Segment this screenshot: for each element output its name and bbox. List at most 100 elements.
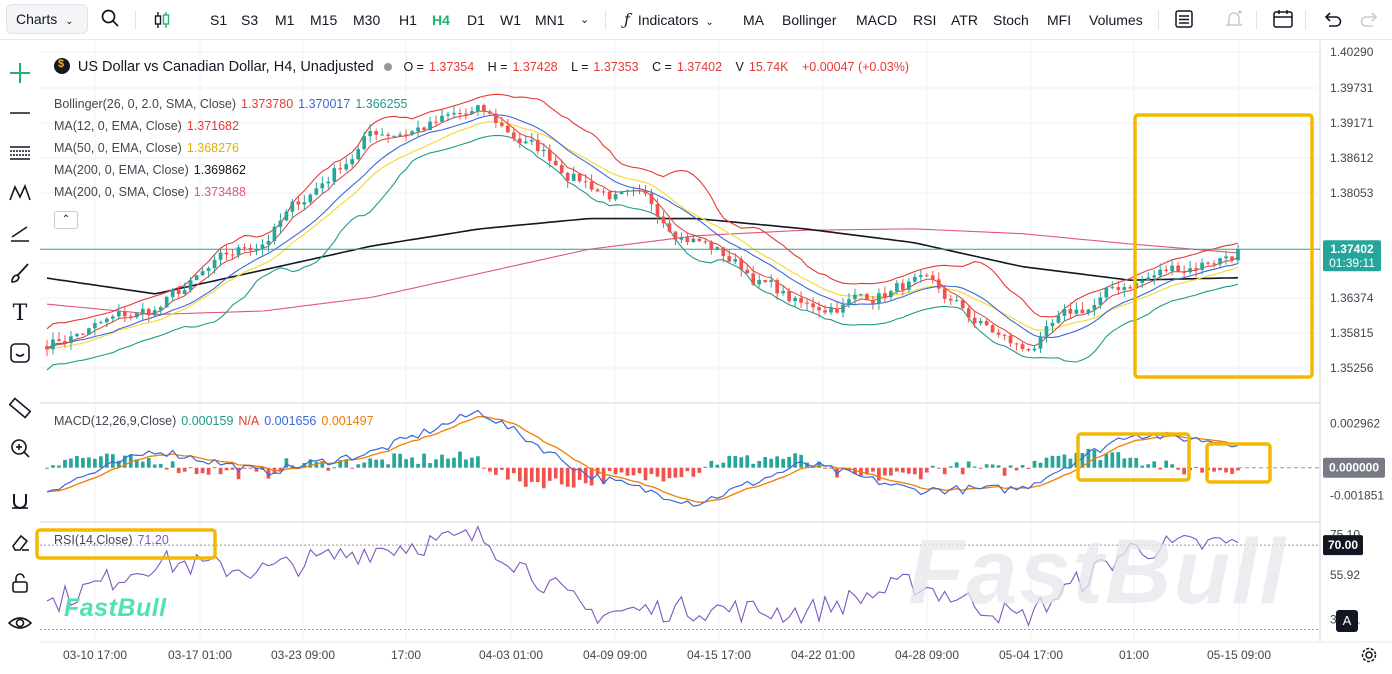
macd-histogram-bar [835,467,839,478]
undo-button[interactable] [1322,9,1342,33]
templates-button[interactable] [1174,9,1194,33]
candle-body [936,279,941,289]
time-tick-label: 05-04 17:00 [999,648,1063,662]
candle-body [757,280,762,285]
timeframe-h1[interactable]: H1 [399,12,417,28]
indicator-ma[interactable]: MA [743,12,764,28]
candle-body [1020,344,1025,349]
timeframe-m15[interactable]: M15 [310,12,338,28]
candle-body [1140,280,1145,283]
macd-histogram-bar [595,467,600,475]
macd-histogram-bar [1068,458,1073,468]
candle-body [643,190,648,194]
macd-histogram-bar [200,467,205,474]
macd-histogram-bar [482,467,486,469]
macd-histogram-bar [164,467,169,470]
horizontal-line-tool[interactable] [7,100,33,126]
macd-histogram-bar [799,454,803,468]
candle-body [326,181,331,184]
indicator-bollinger[interactable]: Bollinger [782,12,837,28]
macd-histogram-bar [380,459,385,468]
indicator-legend-row[interactable]: MA(12, 0, EMA, Close) 1.371682 [54,119,244,133]
candle-body [733,259,738,262]
candle-body [200,271,205,276]
calendar-button[interactable] [1272,9,1294,33]
macd-histogram-bar [500,467,504,470]
candle-body [140,308,145,313]
search-button[interactable] [100,8,120,32]
text-tool[interactable]: T [7,300,33,326]
ruler-tool[interactable] [7,395,33,421]
indicator-legend-value: 1.371682 [186,119,239,133]
macd-histogram-bar [547,467,552,481]
indicator-legend-row[interactable]: MA(200, 0, SMA, Close) 1.373488 [54,185,251,199]
candle-body [290,201,295,212]
last-price-badge [1323,240,1381,272]
timeframe-m30[interactable]: M30 [353,12,381,28]
candle-body [649,193,654,205]
macd-histogram-bar [332,467,337,469]
indicator-atr[interactable]: ATR [951,12,978,28]
candle-body [895,283,899,292]
function-icon: ƒ [624,10,630,29]
indicator-volumes[interactable]: Volumes [1089,12,1143,28]
indicator-stoch[interactable]: Stoch [993,12,1029,28]
chart-type-button[interactable] [152,10,172,34]
time-tick-label: 04-03 01:00 [479,648,543,662]
indicator-macd[interactable]: MACD [856,12,898,28]
indicator-legend-row[interactable]: MA(200, 0, EMA, Close) 1.369862 [54,163,251,177]
indicator-legend-row[interactable]: MA(50, 0, EMA, Close) 1.368276 [54,141,244,155]
macd-histogram-bar [230,467,235,470]
settings-button[interactable] [1360,646,1378,669]
rsi-tick-label: 55.92 [1330,568,1360,582]
indicator-rsi[interactable]: RSI [913,12,937,28]
timeframe-h4[interactable]: H4 [432,12,450,28]
visibility-tool[interactable] [7,610,33,636]
trend-line-tool[interactable] [7,220,33,246]
candle-body [81,333,85,335]
alert-button[interactable] [1224,9,1244,33]
macd-histogram-bar [1206,467,1210,471]
collapse-legend-button[interactable]: ⌃ [54,211,78,229]
timeframe-mn1[interactable]: MN1 [535,12,565,28]
candle-body [1092,304,1097,310]
emoji-tool[interactable] [7,340,33,366]
indicator-legend-value: 1.373780 [241,97,294,111]
eraser-icon [12,534,29,551]
magnet-tool[interactable] [7,488,33,514]
pattern-tool[interactable] [7,180,33,206]
macd-histogram-bar [553,467,558,479]
indicators-button[interactable]: ƒ Indicators ⌄ [624,8,714,32]
timeframe-d1[interactable]: D1 [467,12,485,28]
gear-icon [1361,647,1377,663]
chevron-down-icon: ⌄ [705,17,714,28]
indicator-mfi[interactable]: MFI [1047,12,1072,28]
charts-menu-button[interactable]: Charts ⌄ [6,4,88,34]
candle-body [954,300,959,302]
eraser-tool[interactable] [7,530,33,556]
timeframe-w1[interactable]: W1 [500,12,521,28]
timeframe-m1[interactable]: M1 [275,12,295,28]
zoom-tool[interactable] [7,435,33,461]
candle-body [1230,256,1234,261]
macd-histogram-bar [1044,457,1049,468]
timeframe-s1[interactable]: S1 [210,12,228,28]
candle-body [416,127,420,132]
macd-histogram-value: 0.000159 [181,414,234,428]
redo-button[interactable] [1360,9,1380,33]
candle-body [500,122,504,126]
candle-body [679,237,684,240]
lock-tool[interactable] [7,570,33,596]
autoscale-button[interactable]: A [1336,610,1358,632]
macd-histogram-bar [1194,466,1198,468]
timeframe-s3[interactable]: S3 [241,12,259,28]
macd-histogram-bar [649,467,654,475]
candle-body [517,138,522,144]
fib-tool[interactable] [7,140,33,166]
timeframe-more-chevron-icon[interactable]: ⌄ [580,14,590,26]
candle-body [1014,343,1019,345]
brush-tool[interactable] [7,260,33,286]
crosshair-tool[interactable] [7,60,33,86]
macd-histogram-bar [1146,464,1151,468]
indicator-legend-row[interactable]: Bollinger(26, 0, 2.0, SMA, Close) 1.37378… [54,97,412,111]
